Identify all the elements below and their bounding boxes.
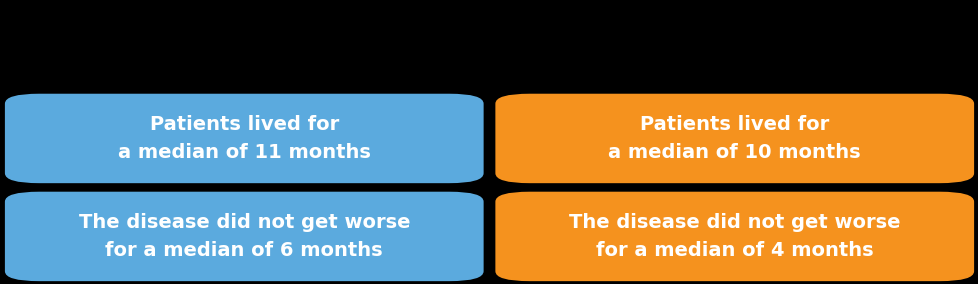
- FancyBboxPatch shape: [5, 192, 483, 281]
- Text: The disease did not get worse
for a median of 6 months: The disease did not get worse for a medi…: [78, 213, 410, 260]
- Text: Patients lived for
a median of 10 months: Patients lived for a median of 10 months: [607, 115, 861, 162]
- FancyBboxPatch shape: [495, 192, 973, 281]
- Text: The disease did not get worse
for a median of 4 months: The disease did not get worse for a medi…: [568, 213, 900, 260]
- FancyBboxPatch shape: [5, 94, 483, 183]
- FancyBboxPatch shape: [495, 94, 973, 183]
- Text: Patients lived for
a median of 11 months: Patients lived for a median of 11 months: [117, 115, 371, 162]
